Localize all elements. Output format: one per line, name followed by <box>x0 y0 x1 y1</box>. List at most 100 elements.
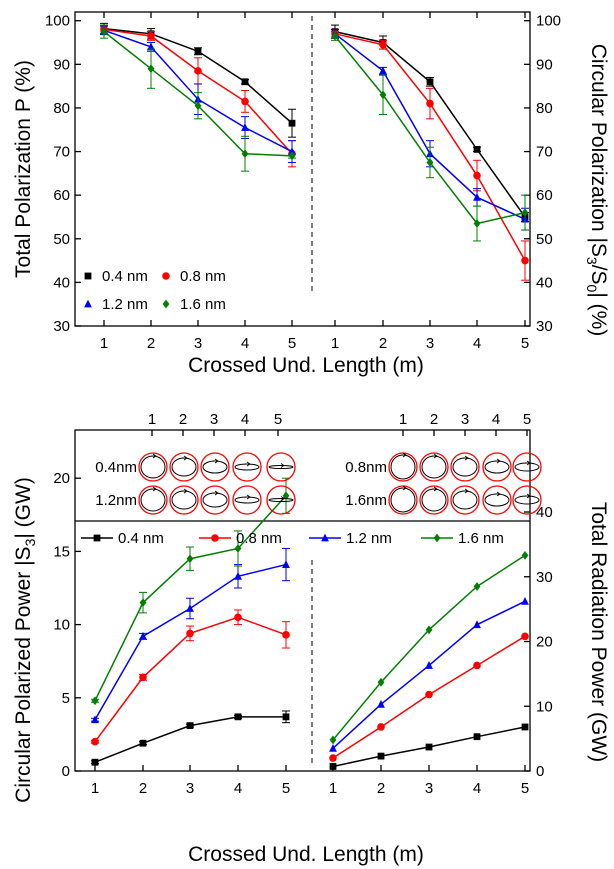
inset-polarization-ellipse <box>421 455 447 479</box>
top-left-point <box>288 147 296 155</box>
inset-reference-circle <box>419 452 449 482</box>
bottom-right-point <box>377 699 385 708</box>
bottom-left-point <box>139 739 147 747</box>
bottom-left-point <box>282 713 290 721</box>
bottom-left-point <box>139 673 147 682</box>
x-tick-label: 4 <box>234 780 242 797</box>
top-right-point <box>521 208 529 218</box>
x-tick-label-top: 2 <box>430 411 438 428</box>
inset-reference-circle <box>200 452 230 482</box>
legend-label: 0.8 nm <box>236 530 282 547</box>
bottom-left-point <box>234 571 242 580</box>
inset-arrow-icon <box>495 458 501 464</box>
bottom-right-point <box>521 632 529 641</box>
inset-polarization-ellipse <box>514 462 540 472</box>
legend-marker <box>162 272 170 280</box>
bottom-right-point <box>473 582 481 591</box>
y-tick-label-left: 40 <box>53 274 70 291</box>
inset-polarization-ellipse <box>171 457 197 477</box>
inset-reference-circle <box>450 485 480 515</box>
inset-polarization-ellipse <box>452 457 478 477</box>
x-tick-label: 5 <box>521 780 529 797</box>
top-right-point <box>331 31 339 41</box>
inset-polarization-ellipse <box>234 496 260 504</box>
inset-polarization-ellipse <box>171 490 197 510</box>
y-tick-label-left: 15 <box>53 543 70 560</box>
top-right-series-3-line <box>334 35 526 225</box>
inset-arrow-icon <box>463 488 469 494</box>
bottom-left-point <box>91 737 99 746</box>
bottom-left-point <box>186 604 194 612</box>
bottom-left-point <box>234 613 242 622</box>
bottom-left-point <box>282 631 290 639</box>
inset-arrow-icon <box>432 486 438 492</box>
top-left-point <box>147 42 155 51</box>
inset-reference-circle <box>512 452 542 482</box>
y-tick-label-right: 40 <box>536 274 553 291</box>
inset-reference-circle <box>450 452 480 482</box>
top-right-y-axis-title: Circular Polarization |S3/S0| (%) <box>584 44 610 337</box>
y-tick-label-right: 0 <box>536 763 544 780</box>
legend-marker <box>162 299 170 309</box>
y-tick-label-left: 5 <box>62 690 70 707</box>
legend-marker <box>433 533 441 543</box>
bottom-right-point <box>377 677 385 687</box>
inset-label: 1.6nm <box>345 492 387 509</box>
bottom-right-point <box>377 723 385 731</box>
top-chart: 30 30 40 40 50 50 60 60 70 70 80 80 90 90 100 100 1 2 3 4 5 1… <box>12 11 610 377</box>
top-left-y-axis-title: Total Polarization P (%) <box>12 60 35 278</box>
top-right-point <box>379 90 387 100</box>
inset-polarization-ellipse <box>452 490 478 510</box>
x-tick-label: 4 <box>473 780 481 797</box>
x-tick-label: 2 <box>379 335 387 352</box>
y-tick-label-right: 60 <box>536 187 553 204</box>
x-tick-label: 4 <box>241 335 249 352</box>
x-tick-label: 1 <box>331 335 339 352</box>
bottom-left-point <box>91 715 99 724</box>
top-right-point <box>379 66 387 75</box>
y-tick-label-left: 80 <box>53 100 70 117</box>
top-right-point <box>379 40 387 49</box>
bottom-right-point <box>473 620 481 629</box>
bottom-right-point <box>329 735 337 745</box>
x-tick-label: 1 <box>329 780 337 797</box>
bottom-left-point <box>91 696 99 706</box>
inset-reference-circle <box>482 485 512 515</box>
inset-arrow-icon <box>495 491 501 497</box>
x-tick-label: 5 <box>282 780 290 797</box>
inset-polarization-ellipse <box>234 463 260 471</box>
y-tick-label-right: 30 <box>536 318 553 335</box>
y-tick-label-left: 70 <box>53 144 70 161</box>
inset-arrow-icon <box>525 493 531 499</box>
inset-reference-circle <box>138 452 168 482</box>
x-tick-label-top: 3 <box>461 411 469 428</box>
y-tick-label-left: 100 <box>45 13 70 30</box>
top-left-point <box>194 101 202 111</box>
inset-arrow-icon <box>182 488 188 494</box>
top-right-point <box>426 99 434 108</box>
top-left-point <box>194 67 202 75</box>
y-tick-label-left: 50 <box>53 231 70 248</box>
inset-arrow-icon <box>525 460 531 466</box>
x-tick-label: 1 <box>91 780 99 797</box>
inset-reference-circle <box>419 485 449 515</box>
top-right-point <box>521 256 529 265</box>
y-tick-label-left: 10 <box>53 617 70 634</box>
bottom-plot-frame <box>74 429 531 772</box>
y-tick-label-left: 90 <box>53 56 70 73</box>
bottom-left-point <box>282 560 290 568</box>
bottom-right-point <box>329 754 337 762</box>
inset-arrow-icon <box>245 494 251 500</box>
top-left-point <box>241 123 249 131</box>
legend-label: 0.4 nm <box>102 268 148 285</box>
legend-label: 1.6 nm <box>458 530 504 547</box>
legend-marker <box>211 534 219 542</box>
inset-reference-circle <box>169 452 199 482</box>
inset-reference-circle <box>232 485 262 515</box>
top-left-point <box>100 27 108 37</box>
y-tick-label-left: 60 <box>53 187 70 204</box>
bottom-left-point <box>234 544 242 553</box>
top-right-point <box>426 158 434 167</box>
